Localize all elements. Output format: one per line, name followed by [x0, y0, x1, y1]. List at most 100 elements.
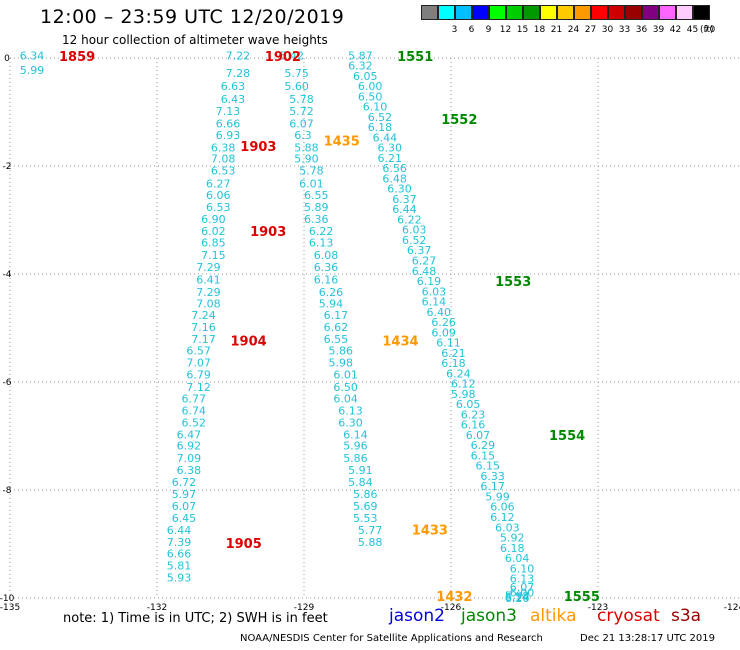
legend-label: 6 [468, 25, 475, 35]
swh-value: 5.42 [280, 49, 305, 62]
swh-value: 6.36 [304, 213, 329, 226]
y-tick-label: -6 [3, 378, 12, 388]
swh-value: 5.92 [500, 532, 525, 545]
swh-value: 5.98 [329, 357, 354, 370]
swh-value: 5.88 [294, 142, 319, 155]
swh-value: 6.06 [490, 501, 515, 514]
legend-swatch [489, 5, 506, 20]
swh-value: 6.85 [201, 237, 226, 250]
legend-swatch [608, 5, 625, 20]
legend-swatch [472, 5, 489, 20]
legend-label: 70 [703, 25, 716, 35]
swh-value: 6.00 [358, 80, 383, 93]
swh-value: 6.07 [172, 500, 197, 513]
swh-value: 6.52 [402, 234, 427, 247]
swh-value: 6.11 [436, 337, 461, 350]
legend-swatch [455, 5, 472, 20]
swh-value: 6.92 [177, 440, 202, 453]
swh-value: 6.26 [505, 592, 530, 605]
swh-value: 6.01 [333, 368, 358, 381]
swh-value: 7.08 [211, 152, 236, 165]
swh-value: 6.16 [314, 273, 339, 286]
swh-value: 5.81 [167, 560, 192, 573]
swh-value: 6.12 [490, 511, 515, 524]
legend-label: 21 [550, 25, 563, 35]
swh-value: 7.15 [201, 249, 226, 262]
swh-value: 6.03 [495, 521, 519, 534]
swh-value: 6.38 [177, 464, 202, 477]
swh-value: 6.62 [324, 321, 349, 334]
swh-value: 6.02 [201, 225, 226, 238]
swh-value: 6.14 [505, 591, 530, 604]
time-label: 1859 [59, 50, 95, 65]
swh-value: 6.04 [333, 393, 358, 406]
swh-value: 6.13 [309, 237, 334, 250]
swh-value: 6.30 [378, 142, 403, 155]
swh-value: 6.10 [363, 101, 388, 114]
swh-value: 6.40 [427, 306, 452, 319]
swh-value: 5.99 [485, 490, 510, 503]
swh-value: 5.89 [304, 201, 329, 214]
swh-value: 7.22 [226, 49, 251, 62]
swh-value: 6.33 [480, 470, 505, 483]
swh-value: 6.53 [206, 201, 231, 214]
swh-value: 5.60 [284, 80, 309, 93]
swh-value: 6.26 [431, 316, 456, 329]
swh-value: 5.84 [348, 476, 373, 489]
swh-value: 6.15 [476, 460, 501, 473]
swh-value: 7.08 [196, 298, 221, 311]
swh-value: 6.04 [505, 552, 530, 565]
swh-value: 5.91 [348, 464, 373, 477]
satellite-s3a: s3a [671, 606, 702, 626]
swh-value: 6.57 [186, 345, 211, 358]
swh-value: 6.79 [186, 368, 211, 381]
swh-value: 7.29 [196, 261, 221, 274]
chart-subtitle: 12 hour collection of altimeter wave hei… [62, 33, 328, 47]
swh-value: 6.66 [216, 117, 241, 130]
swh-value: 6.63 [221, 80, 246, 93]
swh-value: 6.14 [343, 428, 368, 441]
x-tick-label: -126 [441, 603, 462, 613]
legend-swatch [523, 5, 540, 20]
footer-timestamp: Dec 21 13:28:17 UTC 2019 [580, 633, 715, 644]
swh-value: 6.27 [206, 177, 231, 190]
swh-value: 6.77 [182, 393, 207, 406]
x-tick-label: -129 [294, 603, 315, 613]
swh-value: 6.24 [446, 367, 471, 380]
swh-value: 6.27 [412, 255, 437, 268]
swh-value: 6.07 [289, 117, 314, 130]
swh-value: 6.37 [392, 193, 417, 206]
footer-note: note: 1) Time is in UTC; 2) SWH is in fe… [63, 611, 328, 626]
legend-label: 3 [451, 25, 458, 35]
time-label: 1432 [436, 590, 472, 605]
swh-value: 6.44 [373, 131, 398, 144]
legend-swatch [557, 5, 574, 20]
legend-label: 15 [516, 25, 529, 35]
swh-value: 5.99 [20, 64, 45, 77]
legend-unit: (ft) [700, 25, 714, 35]
legend-swatch [642, 5, 659, 20]
swh-value: 6.14 [422, 296, 447, 309]
satellite-jason2: jason2 [389, 606, 445, 626]
legend-label: 24 [567, 25, 580, 35]
swh-value: 6.07 [466, 429, 491, 442]
swh-value: 7.17 [191, 333, 216, 346]
swh-value: 7.29 [196, 286, 221, 299]
swh-value: 7.12 [186, 381, 211, 394]
swh-value: 6.03 [422, 285, 447, 298]
swh-value: 6.66 [167, 548, 192, 561]
swh-value: 6.12 [451, 378, 476, 391]
swh-value: 6.93 [216, 129, 241, 142]
legend-swatch [540, 5, 557, 20]
swh-value: 6.43 [221, 93, 246, 106]
swh-value: 6.05 [353, 70, 378, 83]
swh-value: 6.53 [211, 164, 236, 177]
time-label: 1905 [226, 537, 262, 552]
legend-swatch [659, 5, 676, 20]
swh-value: 6.22 [397, 213, 422, 226]
time-label: 1552 [441, 113, 477, 128]
swh-value: 6.16 [461, 419, 486, 432]
swh-value: 6.52 [368, 111, 393, 124]
swh-value: 6.48 [412, 265, 437, 278]
